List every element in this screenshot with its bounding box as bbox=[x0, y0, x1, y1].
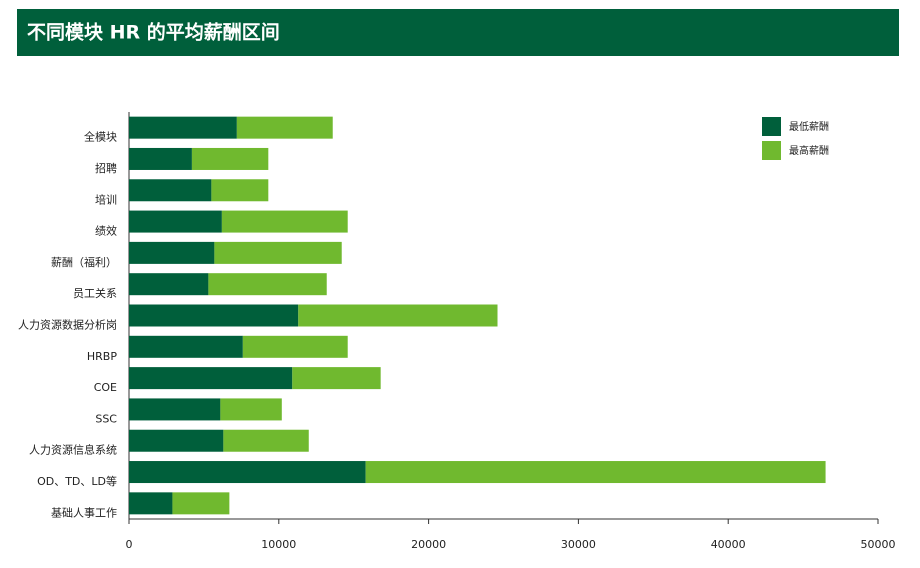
y-tick-label: 人力资源数据分析岗 bbox=[18, 318, 117, 332]
y-tick-label: 员工关系 bbox=[73, 286, 117, 300]
bar-segment bbox=[208, 273, 327, 296]
bar-segment bbox=[223, 429, 309, 452]
bar-segment bbox=[129, 398, 221, 421]
bar-segment bbox=[220, 398, 282, 421]
bar-segment bbox=[211, 179, 269, 202]
legend-swatch bbox=[762, 141, 781, 160]
bar-segment bbox=[129, 179, 212, 202]
bar-segment bbox=[129, 241, 215, 264]
bar-segment bbox=[236, 116, 333, 139]
bar-segment bbox=[129, 335, 243, 358]
bar-segment bbox=[129, 429, 224, 452]
legend-swatch bbox=[762, 117, 781, 136]
bar-segment bbox=[221, 210, 348, 233]
y-tick-label: HRBP bbox=[87, 350, 117, 363]
x-tick-label: 50000 bbox=[861, 538, 896, 551]
bar-segment bbox=[129, 147, 192, 170]
bar-segment bbox=[214, 241, 342, 264]
bar-segment bbox=[298, 304, 498, 327]
x-tick-label: 10000 bbox=[261, 538, 296, 551]
x-tick-label: 0 bbox=[126, 538, 133, 551]
legend-label: 最低薪酬 bbox=[789, 120, 829, 133]
x-tick-label: 30000 bbox=[561, 538, 596, 551]
bar-segment bbox=[242, 335, 348, 358]
bar-segment bbox=[129, 367, 293, 390]
x-tick-label: 40000 bbox=[711, 538, 746, 551]
bar-segment bbox=[172, 492, 230, 515]
y-tick-label: 绩效 bbox=[95, 224, 117, 238]
legend-label: 最高薪酬 bbox=[789, 144, 829, 157]
y-tick-label: 招聘 bbox=[95, 161, 117, 175]
y-tick-label: 薪酬（福利） bbox=[51, 255, 117, 269]
y-tick-label: 人力资源信息系统 bbox=[29, 443, 117, 457]
bar-segment bbox=[129, 273, 209, 296]
bar-segment bbox=[129, 304, 299, 327]
bar-segment bbox=[292, 367, 381, 390]
bar-segment bbox=[129, 492, 173, 515]
y-tick-label: 培训 bbox=[95, 192, 117, 206]
y-tick-label: 基础人事工作 bbox=[51, 506, 117, 519]
bar-segment bbox=[365, 461, 826, 484]
bar-segment bbox=[129, 461, 366, 484]
y-tick-label: COE bbox=[94, 381, 117, 394]
y-tick-label: OD、TD、LD等 bbox=[37, 474, 117, 488]
bar-segment bbox=[129, 210, 222, 233]
bar-segment bbox=[129, 116, 237, 139]
y-tick-label: SSC bbox=[95, 412, 117, 425]
y-tick-label: 全模块 bbox=[84, 130, 117, 144]
chart-title: 不同模块 HR 的平均薪酬区间 bbox=[27, 21, 280, 44]
bar-segment bbox=[191, 147, 269, 170]
x-tick-label: 20000 bbox=[411, 538, 446, 551]
title-bar bbox=[17, 9, 899, 56]
